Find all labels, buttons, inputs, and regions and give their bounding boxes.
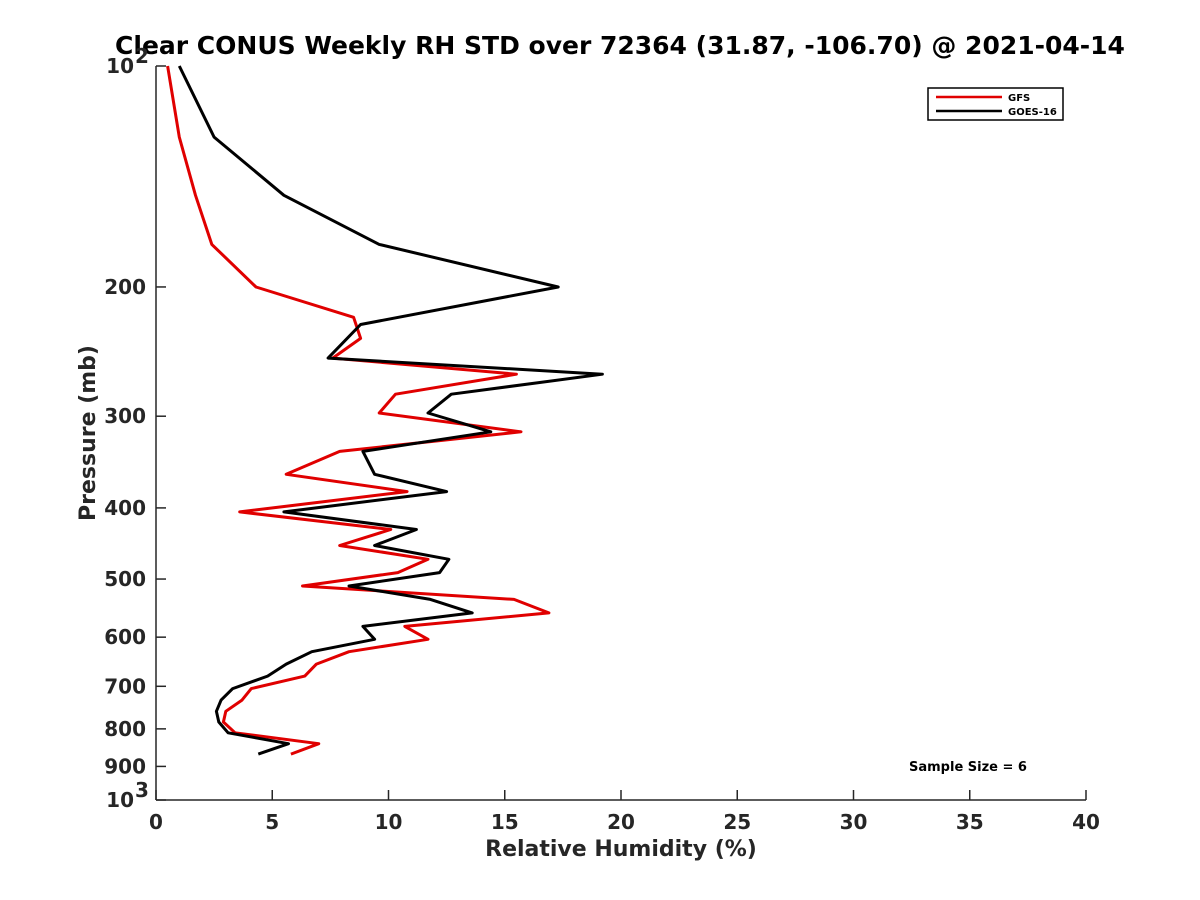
x-axis-label: Relative Humidity (%) — [485, 837, 757, 862]
x-tick-label: 0 — [149, 810, 163, 834]
chart-title: Clear CONUS Weekly RH STD over 72364 (31… — [115, 31, 1125, 60]
x-tick-label: 15 — [491, 810, 519, 834]
sample-size-annotation: Sample Size = 6 — [909, 760, 1027, 775]
x-tick-label: 10 — [375, 810, 403, 834]
y-tick-label: 300 — [104, 404, 146, 428]
y-tick-label: 10 — [106, 788, 134, 812]
y-tick-label: 800 — [104, 717, 146, 741]
y-tick-label: 600 — [104, 625, 146, 649]
y-tick-label: 700 — [104, 674, 146, 698]
legend-label-gfs: GFS — [1008, 93, 1030, 104]
y-tick-label: 500 — [104, 567, 146, 591]
legend: GFS GOES-16 — [927, 87, 1064, 121]
series-line-gfs — [166, 65, 551, 756]
y-tick-label: 900 — [104, 754, 146, 778]
x-tick-label: 30 — [840, 810, 868, 834]
axes — [155, 66, 1086, 801]
plot-lines — [166, 65, 604, 756]
legend-label-goes16: GOES-16 — [1008, 107, 1057, 118]
x-tick-label: 5 — [265, 810, 279, 834]
y-tick-exponent: 2 — [135, 44, 149, 68]
y-tick-label: 400 — [104, 496, 146, 520]
x-tick-label: 25 — [723, 810, 751, 834]
x-ticks: 0 5 10 15 20 25 30 35 40 — [149, 790, 1100, 834]
x-tick-label: 20 — [607, 810, 635, 834]
x-tick-label: 35 — [956, 810, 984, 834]
y-axis-label: Pressure (mb) — [76, 345, 101, 521]
legend-box — [927, 87, 1064, 121]
x-tick-label: 40 — [1072, 810, 1100, 834]
y-tick-label: 200 — [104, 275, 146, 299]
series-line-goes16 — [177, 65, 604, 756]
y-tick-label: 10 — [106, 54, 134, 78]
y-tick-exponent: 3 — [135, 778, 149, 802]
